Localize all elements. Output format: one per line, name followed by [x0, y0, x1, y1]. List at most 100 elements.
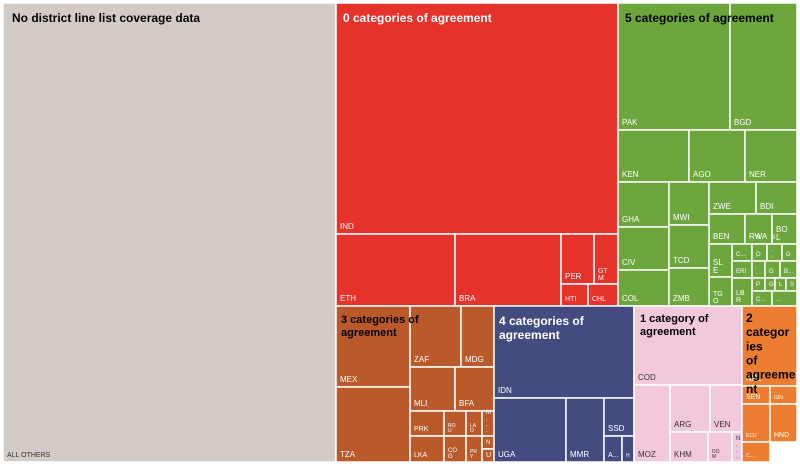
cell-label-one-moz-1: MOZ — [638, 450, 656, 459]
cell-zero-ind-0 — [335, 2, 619, 235]
cell-label-five-sle-18: SL E — [713, 258, 723, 275]
cell-five-pak-0 — [617, 2, 731, 131]
cell-label-two-c-5: C... — [746, 453, 754, 459]
cell-label-five-s-16: S... — [771, 235, 775, 259]
cell-five-ner-4 — [744, 129, 798, 183]
cell-five-ken-2 — [617, 129, 690, 183]
cell-label-zero-bra-2: BRA — [459, 294, 476, 303]
cell-label-four-uga-1: UGA — [498, 450, 516, 459]
cell-label-four-a-4: A... — [608, 452, 619, 459]
cell-label-five-b-22: B... — [784, 269, 793, 275]
cell-none-all-others-0 — [2, 2, 337, 463]
cell-label-zero-gtm-4: GT M — [598, 268, 608, 282]
cell-label-five-g-25: G — [769, 282, 774, 288]
cell-label-one-n-6: N... — [736, 436, 740, 460]
cell-label-three-rou-7: RO U — [448, 423, 456, 434]
cell-label-five-ago-3: AGO — [693, 170, 711, 179]
group-title-zero: 0 categories of agreement — [343, 11, 492, 25]
cell-two-c-5 — [741, 441, 771, 463]
cell-zero-bra-2 — [454, 233, 562, 307]
cell-label-three-bfa-4: BFA — [459, 399, 475, 408]
cell-two-hnd-4 — [769, 403, 798, 443]
cell-label-two-gin-2: GIN — [774, 395, 783, 401]
cell-label-five-c-31: C... — [756, 297, 766, 303]
cell-label-four-mmr-2: MMR — [570, 450, 589, 459]
cell-label-five-tgo-23: TG O — [713, 291, 723, 305]
cell-label-one-khm-4: KHM — [674, 450, 692, 459]
cell-five-zwe-7 — [708, 181, 757, 215]
cell-five-ago-3 — [688, 129, 746, 183]
cell-label-five-rwa-10: RWA — [749, 232, 768, 241]
cell-label-five-g-21: G — [769, 269, 774, 275]
cell-label-five-lbr-30: LB R — [736, 290, 745, 304]
cell-label-five-tcd-13: TCD — [673, 256, 690, 265]
cell-label-three-lka-10: LKA — [414, 452, 428, 459]
cell-label-three-mex-0: MEX — [340, 375, 358, 384]
cell-label-five-zmb-29: ZMB — [673, 294, 690, 303]
cell-label-three-n-13: N — [486, 440, 490, 446]
cell-label-five-gha-5: GHA — [622, 215, 640, 224]
cell-label-none-all-others-0: ALL OTHERS — [7, 452, 51, 459]
cell-label-five-c-14: C... — [736, 252, 746, 258]
cell-label-two-npl-0: NPL — [746, 374, 762, 383]
cell-five-s-16 — [766, 243, 783, 262]
cell-label-five-col-28: COL — [622, 294, 639, 303]
cell-label-five-ken-2: KEN — [622, 170, 639, 179]
cell-five-rwa-10 — [744, 213, 773, 245]
cell-label-five-s-27: S — [790, 282, 794, 288]
cell-label-five-zwe-7: ZWE — [713, 202, 731, 211]
cell-label-three-zaf-1: ZAF — [414, 355, 429, 364]
cell-three-lka-10 — [409, 435, 445, 463]
cell-label-four-idn-0: IDN — [498, 386, 512, 395]
cell-one-ven-3 — [709, 384, 743, 433]
cell-label-zero-hti-5: HTI — [565, 296, 576, 303]
cell-label-three-mdg-2: MDG — [465, 355, 484, 364]
cell-five-bol-11 — [771, 213, 798, 245]
cell-label-five-pak-0: PAK — [622, 118, 638, 127]
cell-three-tza-5 — [335, 386, 411, 463]
cell-label-five-l-26: L — [779, 282, 783, 288]
group-title-one: 1 category of agreement — [640, 313, 709, 338]
cell-label-zero-eth-1: ETH — [340, 294, 356, 303]
group-title-two: 2 categor ies of agreeme nt — [746, 311, 796, 396]
cell-label-two-ecu-3: ECU — [746, 433, 757, 439]
cell-label-three-m-9: M... — [486, 410, 491, 434]
cell-label-five-mwi-6: MWI — [673, 213, 689, 222]
cell-label-three-lao-8: LA O — [470, 423, 477, 434]
cell-label-five-bgd-1: BGD — [734, 118, 752, 127]
cell-label-five-ner-4: NER — [749, 170, 766, 179]
cell-label-five-o-20: O... — [756, 252, 761, 276]
group-title-four: 4 categories of agreement — [499, 314, 585, 342]
cell-label-zero-per-3: PER — [565, 272, 582, 281]
cell-five-civ-12 — [617, 226, 670, 271]
cell-label-five-bol-11: BO L — [776, 225, 788, 242]
cell-label-three-pry-12: PR Y — [470, 449, 477, 460]
cell-zero-eth-1 — [335, 233, 456, 307]
group-title-none: No district line list coverage data — [12, 11, 200, 25]
cell-label-five-ben-9: BEN — [713, 232, 730, 241]
cell-label-three-cog-11: CO G — [448, 448, 457, 460]
cell-label-four-ssd-3: SSD — [608, 424, 625, 433]
cell-label-one-cod-0: COD — [638, 373, 656, 382]
cell-five-zmb-29 — [668, 267, 710, 307]
cell-label-five-p-24: P — [756, 282, 760, 288]
cell-label-one-arg-2: ARG — [674, 420, 691, 429]
cell-label-two-sen-1: SEN — [746, 394, 760, 401]
cell-four-uga-1 — [493, 397, 567, 463]
cell-five-bdi-8 — [755, 181, 798, 215]
cell-label-five-civ-12: CIV — [622, 258, 636, 267]
cell-one-khm-4 — [669, 431, 709, 463]
cell-label-five-bdi-8: BDI — [760, 202, 773, 211]
cell-label-four-h-5: H — [626, 453, 630, 459]
cell-label-two-hnd-4: HND — [774, 432, 789, 439]
cell-label-three-prk-6: PRK — [414, 426, 429, 433]
cell-five-gha-5 — [617, 181, 670, 228]
cell-two-npl-0 — [741, 305, 798, 387]
cell-five-bgd-1 — [729, 2, 798, 131]
cell-label-zero-ind-0: IND — [340, 222, 354, 231]
cell-label-one-ven-3: VEN — [714, 420, 731, 429]
cell-label-three-tza-5: TZA — [340, 450, 356, 459]
cell-two-ecu-3 — [741, 403, 771, 443]
